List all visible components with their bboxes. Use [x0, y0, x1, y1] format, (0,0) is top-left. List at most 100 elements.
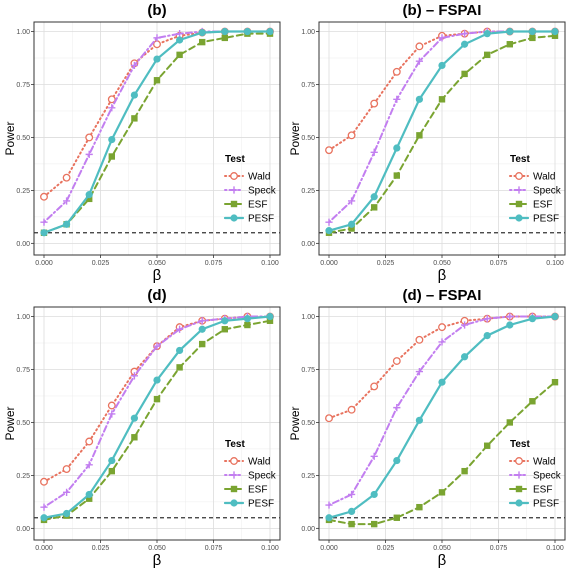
data-point-pesf	[370, 490, 378, 499]
x-tick-label: 0.000	[35, 545, 53, 552]
data-point-pesf	[348, 507, 356, 516]
data-point-esf	[108, 153, 115, 160]
data-point-esf	[221, 34, 228, 42]
legend-key-marker	[515, 499, 523, 507]
y-tick-label: 0.00	[16, 241, 30, 248]
chart-panel-2: (b) – FSPAI 0.000 0.025 0.050 0.075 0.100 0.00…	[288, 2, 566, 284]
data-point-wald	[62, 465, 71, 473]
x-tick-label: 0.000	[35, 260, 53, 267]
data-point-speck	[130, 372, 138, 380]
data-point-pesf	[40, 514, 48, 522]
data-point-speck	[370, 452, 378, 460]
data-point-wald	[438, 323, 446, 332]
data-point-speck	[348, 490, 356, 499]
data-point-wald	[40, 192, 48, 201]
legend-key-marker	[230, 186, 238, 194]
data-point-pesf	[153, 55, 161, 63]
data-point-esf	[153, 395, 161, 403]
data-point-speck	[438, 34, 446, 42]
y-tick-label: 1.00	[301, 314, 315, 321]
data-point-esf	[348, 520, 355, 528]
data-point-pesf	[483, 331, 491, 340]
data-point-wald	[392, 67, 401, 76]
chart-title: (d) – FSPAI	[403, 287, 482, 304]
data-point-pesf	[85, 191, 93, 199]
data-point-speck	[40, 503, 48, 511]
legend-key-marker	[515, 457, 523, 465]
legend-label: Speck	[248, 186, 277, 197]
data-point-esf	[551, 378, 559, 386]
legend-title: Test	[225, 154, 245, 165]
data-point-pesf	[528, 315, 536, 323]
data-point-esf	[86, 495, 93, 502]
legend-label: PESF	[533, 499, 559, 510]
data-point-pesf	[415, 416, 423, 424]
legend-key-marker	[515, 200, 523, 208]
legend-label: ESF	[248, 200, 267, 211]
data-point-speck	[153, 342, 161, 350]
data-point-esf	[221, 326, 228, 333]
legend-key-marker	[230, 471, 238, 479]
legend-key-marker	[515, 172, 523, 180]
legend-key-marker	[515, 471, 523, 479]
data-point-pesf	[108, 456, 116, 465]
data-point-pesf	[348, 220, 356, 228]
chart-title: (b)	[147, 2, 166, 19]
data-point-esf	[461, 70, 468, 78]
data-point-pesf	[266, 312, 274, 321]
x-tick-label: 0.100	[261, 545, 279, 552]
data-point-esf	[506, 41, 513, 48]
data-point-speck	[108, 410, 116, 418]
data-point-esf	[86, 195, 93, 203]
legend-label: PESF	[533, 214, 559, 225]
legend-title: Test	[510, 439, 530, 450]
series-line-wald	[43, 315, 271, 483]
data-point-pesf	[85, 490, 93, 499]
x-axis-label: β	[153, 267, 162, 284]
data-point-wald	[347, 405, 356, 414]
legend-label: ESF	[248, 485, 267, 496]
data-point-wald	[325, 414, 333, 423]
data-point-esf	[393, 514, 400, 521]
legend-key-marker	[230, 172, 238, 180]
y-tick-label: 0.50	[16, 420, 30, 427]
legend-title: Test	[510, 154, 530, 165]
y-axis-label: Power	[3, 121, 17, 155]
x-tick-label: 0.075	[490, 260, 508, 267]
data-point-wald	[107, 401, 116, 410]
x-tick-label: 0.025	[92, 260, 110, 267]
data-point-esf	[199, 38, 206, 46]
data-point-esf	[461, 467, 468, 475]
data-point-esf	[176, 364, 183, 371]
data-point-wald	[370, 99, 379, 108]
data-point-esf	[484, 442, 491, 449]
data-point-wald	[107, 95, 116, 104]
data-point-speck	[370, 148, 378, 156]
x-axis-label: β	[153, 552, 162, 569]
data-point-pesf	[393, 144, 401, 152]
data-point-esf	[371, 204, 378, 211]
legend-label: PESF	[248, 214, 274, 225]
x-axis-label: β	[438, 267, 447, 284]
data-point-wald	[85, 437, 94, 446]
legend-key-marker	[230, 214, 238, 222]
data-point-pesf	[461, 353, 469, 361]
data-point-pesf	[370, 193, 378, 201]
x-axis-label: β	[438, 552, 447, 569]
chart-panel-4: (d) – FSPAI 0.000 0.025 0.050 0.075 0.100 0.00…	[288, 287, 566, 569]
y-tick-label: 0.75	[301, 82, 315, 89]
data-point-speck	[325, 501, 333, 509]
data-point-esf	[371, 520, 378, 528]
data-point-wald	[370, 382, 379, 391]
data-point-pesf	[108, 135, 116, 144]
data-point-esf	[393, 172, 400, 179]
legend-label: Speck	[533, 471, 562, 482]
legend-title: Test	[225, 439, 245, 450]
data-point-pesf	[63, 509, 71, 518]
data-point-esf	[438, 96, 446, 103]
data-point-speck	[85, 150, 93, 158]
legend-label: ESF	[533, 200, 552, 211]
y-axis-label: Power	[3, 406, 17, 440]
data-point-speck	[348, 197, 356, 205]
